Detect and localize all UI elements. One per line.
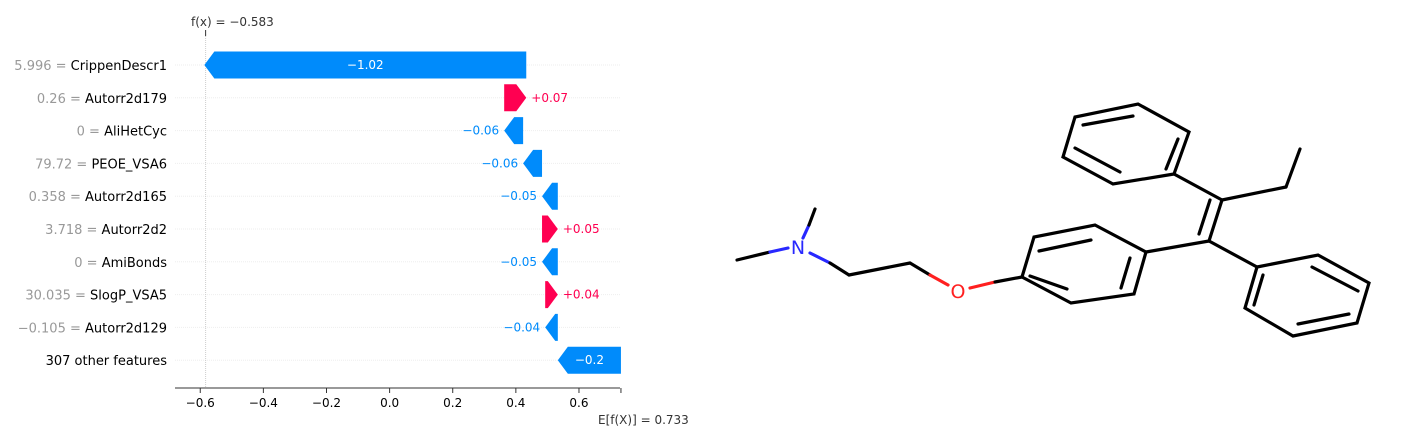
bar-value-label: −0.2 [575,353,604,367]
bar-value-label: −1.02 [347,58,384,72]
molecule-structure: N O [735,102,1371,338]
feature-label: 3.718 = Autorr2d2 [45,223,167,238]
bond [1164,137,1180,171]
bond [993,275,1024,284]
feature-value: 30.035 = [25,289,90,304]
bond [1073,146,1122,174]
feature-value: 0 = [77,125,104,140]
feature-name: Autorr2d129 [85,321,167,336]
feature-name: PEOE_VSA6 [91,157,167,172]
row-gridlines [175,64,620,361]
benzene-ring [1061,102,1191,186]
feature-name: Autorr2d165 [85,190,167,205]
fx-label: f(x) = −0.583 [191,15,274,29]
positive-bar [542,215,558,243]
bond [847,261,912,277]
bar-value-label: −0.06 [481,156,518,170]
feature-name: CrippenDescr1 [71,59,167,74]
bond [828,261,851,277]
feature-value: −0.105 = [18,321,85,336]
bar-labels: −1.02 +0.07 −0.06 −0.06 −0.05 +0.05 −0.05 +0.04… [347,58,604,367]
bond [1037,238,1093,253]
bond [1207,239,1259,269]
bond [1144,239,1211,254]
oxygen-atom-label: O [951,281,966,303]
feature-name: 307 other features [46,354,168,369]
bond [808,251,832,265]
feature-label: −0.105 = Autorr2d129 [18,321,167,336]
positive-bar [545,281,558,309]
bond [1252,273,1265,307]
x-tick-label: −0.2 [312,396,341,410]
bond [1284,147,1302,189]
bond [968,280,997,290]
bond [908,261,932,277]
positive-bar [504,84,527,112]
expected-value-label: E[f(X)] = 0.733 [598,413,689,427]
bond [735,250,772,262]
bond [768,246,790,254]
x-tick-label: 0.0 [380,396,399,410]
feature-name: AmiBonds [102,256,168,271]
bond [807,207,817,227]
bar-value-label: −0.06 [462,124,499,138]
bond [1028,274,1069,291]
bar-value-label: +0.05 [563,222,600,236]
bond [801,223,811,240]
bond [1207,198,1224,243]
bars [204,51,621,374]
bar-value-label: −0.04 [503,320,540,334]
bond [1081,114,1135,127]
feature-label: 0.26 = Autorr2d179 [37,92,167,107]
x-tick-label: 0.4 [506,396,525,410]
bond [1197,198,1212,236]
bar-value-label: +0.07 [531,91,568,105]
x-tick-label: −0.4 [249,396,278,410]
feature-label: 0.358 = Autorr2d165 [29,190,167,205]
feature-label: 30.035 = SlogP_VSA5 [25,289,167,304]
bond [1172,172,1224,202]
feature-name: SlogP_VSA5 [90,289,167,304]
bond [928,273,950,287]
negative-bar [542,248,558,276]
negative-bar [504,117,524,145]
negative-bar [545,313,558,341]
nitrogen-atom-label: N [791,237,805,259]
feature-value: 0.26 = [37,92,85,107]
bond [1296,312,1351,326]
x-tick-label: 0.2 [443,396,462,410]
feature-label: 307 other features [46,354,168,369]
feature-value: 0 = [74,256,101,271]
feature-value: 5.996 = [14,59,70,74]
bond [1310,265,1360,293]
benzene-ring [1243,253,1371,338]
feature-value: 3.718 = [45,223,101,238]
x-tick-label: −0.6 [186,396,215,410]
feature-value: 79.72 = [35,157,91,172]
feature-label: 0 = AmiBonds [74,256,167,271]
feature-value: 0.358 = [29,190,85,205]
feature-name: Autorr2d179 [85,92,167,107]
x-axis: −0.6 −0.4 −0.2 0.0 0.2 0.4 0.6 [175,30,622,410]
feature-label: 0 = AliHetCyc [77,125,167,140]
x-tick-label: 0.6 [569,396,588,410]
shap-waterfall-chart: −1.02 +0.07 −0.06 −0.06 −0.05 +0.05 −0.05 +0.04… [14,15,689,427]
negative-bar [204,51,527,79]
negative-bar [523,149,543,177]
feature-label: 5.996 = CrippenDescr1 [14,59,167,74]
feature-name: Autorr2d2 [102,223,167,238]
bar-value-label: −0.05 [500,189,537,203]
feature-name: AliHetCyc [104,125,167,140]
bar-value-label: −0.05 [500,255,537,269]
bond [1119,256,1132,290]
negative-bar [542,182,558,210]
negative-bar [557,346,621,374]
feature-label: 79.72 = PEOE_VSA6 [35,157,167,172]
bar-value-label: +0.04 [563,288,600,302]
bond [1220,185,1288,202]
